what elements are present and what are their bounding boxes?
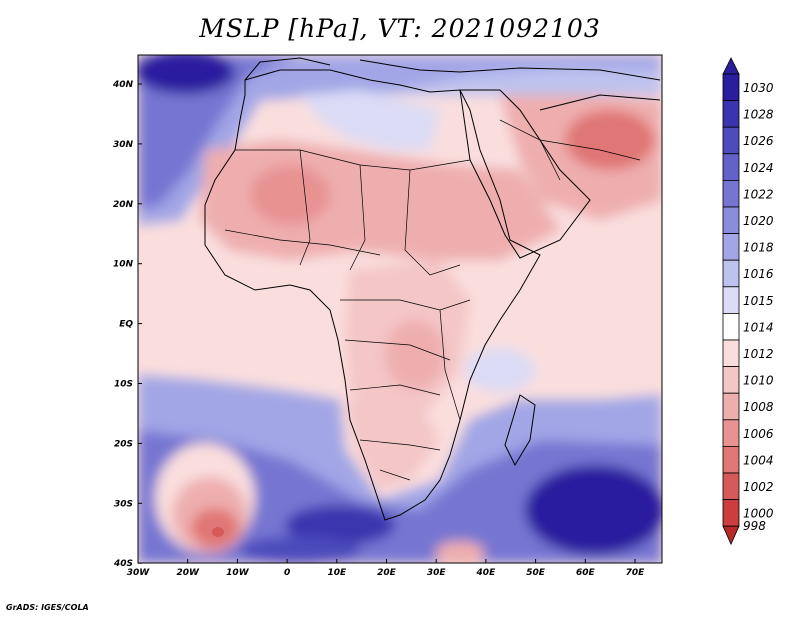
lat-tick-label: 30S	[114, 499, 133, 509]
colorbar-label: 1008	[743, 400, 774, 414]
colorbar-swatch	[722, 472, 740, 501]
colorbar-swatch	[722, 499, 740, 527]
pressure-field	[138, 55, 662, 563]
colorbar-label: 1022	[743, 187, 774, 201]
colorbar-label: 1006	[743, 427, 774, 441]
colorbar-label: 1015	[743, 294, 774, 308]
colorbar-label: 1024	[743, 161, 774, 175]
map-title: MSLP [hPa], VT: 2021092103	[199, 14, 601, 43]
colorbar-swatch	[722, 286, 740, 314]
lon-tick-label: 30E	[427, 568, 447, 578]
colorbar-label: 1030	[743, 81, 774, 95]
lon-tick-label: 20W	[176, 568, 200, 578]
country-borders	[224, 119, 641, 481]
colorbar-label: 1016	[743, 267, 774, 281]
credit-text: GrADS: IGES/COLA	[6, 603, 89, 612]
lat-tick-label: 30N	[113, 140, 134, 150]
lon-tick-label: 40E	[476, 568, 497, 578]
lon-tick-label: 70E	[626, 568, 646, 578]
lat-tick-label: 40S	[113, 559, 133, 569]
colorbar-bottom-arrow	[722, 525, 740, 546]
colorbar-label: 1028	[743, 108, 774, 122]
coastlines	[204, 57, 661, 521]
colorbar-swatch	[722, 392, 740, 421]
lat-tick-label: 20S	[114, 439, 133, 449]
lon-tick-label: 10W	[226, 568, 250, 578]
colorbar-label: 1000	[743, 507, 774, 521]
lon-tick-label: 20E	[377, 568, 397, 578]
colorbar-label: 1018	[743, 241, 774, 255]
colorbar-swatch	[722, 126, 740, 155]
colorbar-label: 1002	[743, 480, 774, 494]
colorbar-swatch	[722, 419, 740, 447]
colorbar-label: 1026	[743, 134, 774, 148]
colorbar-swatch	[722, 233, 740, 261]
lon-tick-label: 60E	[576, 568, 596, 578]
colorbar-swatch	[722, 206, 740, 235]
lat-tick-label: 10S	[114, 380, 133, 390]
colorbar-swatch	[722, 339, 740, 368]
lon-tick-label: 10E	[327, 568, 347, 578]
colorbar: 1030 1028 1026 1024 1022 1020 1018 1016 1015 1014…	[722, 57, 774, 546]
map-frame	[137, 54, 663, 564]
latitude-axis: 40N 30N 20N 10N EQ 10S 20S 30S 40S	[112, 80, 142, 569]
colorbar-label: 1012	[743, 347, 774, 361]
lon-tick-label: 50E	[526, 568, 546, 578]
colorbar-swatch	[722, 366, 740, 394]
colorbar-swatch	[722, 179, 740, 208]
colorbar-label: 1010	[743, 374, 774, 388]
colorbar-swatch	[722, 312, 740, 341]
lat-tick-label: 40N	[112, 80, 134, 90]
colorbar-top-arrow	[722, 57, 740, 75]
colorbar-swatch	[722, 153, 740, 181]
colorbar-swatch	[722, 73, 740, 102]
colorbar-label: 1014	[743, 320, 774, 334]
lon-tick-label: 0	[284, 568, 290, 578]
colorbar-swatch	[722, 100, 740, 128]
lat-tick-label: 10N	[113, 260, 134, 270]
lon-tick-label: 30W	[127, 568, 151, 578]
colorbar-label: 1020	[743, 214, 774, 228]
lat-tick-label: EQ	[119, 320, 133, 330]
colorbar-label: 998	[743, 519, 766, 533]
longitude-axis: 30W 20W 10W 0 10E 20E 30E 40E 50E 60E 70E	[127, 559, 645, 578]
colorbar-swatch	[722, 259, 740, 288]
colorbar-swatch	[722, 445, 740, 474]
colorbar-label: 1004	[743, 453, 774, 467]
lat-tick-label: 20N	[113, 200, 134, 210]
